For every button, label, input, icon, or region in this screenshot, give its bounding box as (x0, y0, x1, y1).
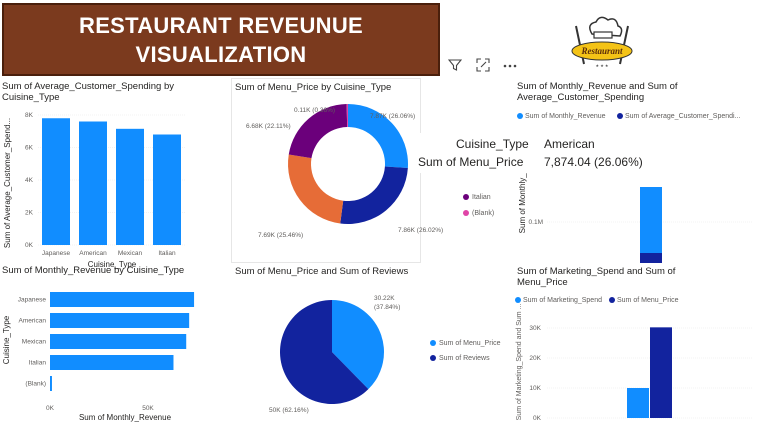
donut-slice-italian[interactable] (288, 104, 348, 159)
tooltip-field1-value: American (544, 137, 595, 151)
chart-monthly-avg-title: Sum of Monthly_Revenue and Sum of Averag… (517, 81, 678, 103)
chart-monthly-avg: Sum of Monthly_Revenue Sum of Average_Cus… (517, 113, 753, 263)
donut-slice-blank[interactable] (346, 104, 348, 128)
x-tick-label: 0K (46, 405, 55, 412)
pie-data-label: 50K (62.16%) (269, 407, 309, 414)
tooltip-field1-label: Cuisine_Type (456, 137, 529, 151)
filter-icon[interactable] (448, 58, 462, 72)
bar-mexican[interactable] (116, 128, 144, 245)
y-tick-label: 20K (529, 355, 541, 362)
donut-slice-american[interactable] (348, 104, 408, 168)
chart-monthly-revenue: Japanese American Mexican Italian (Blank) 0K 5… (2, 292, 195, 422)
chart-menu-price-donut: 7.87K (26.06%) 7.86K (26.02%) 7.69K (25.46… (246, 104, 494, 239)
y-tick-label: 6K (25, 145, 34, 152)
y-axis-title: Sum of Monthly_Reve (518, 154, 527, 233)
legend-marker (430, 355, 436, 361)
legend-marker (515, 297, 521, 303)
y-tick-label: 4K (25, 177, 34, 184)
legend-marker (517, 113, 523, 119)
legend-label: Sum of Menu_Price (439, 340, 501, 347)
chart-marketing-menu-title: Sum of Marketing_Spend and Sum of Menu_P… (517, 266, 676, 288)
pie-data-label: 30.22K (374, 295, 395, 302)
bar-italian[interactable] (50, 355, 174, 370)
chart-marketing-menu: Sum of Marketing_Spend Sum of Menu_Price 0… (515, 297, 753, 422)
donut-data-label: 7.87K (26.06%) (370, 113, 415, 120)
dashboard-title-line2: VISUALIZATION (135, 42, 307, 67)
x-axis-title: Cuisine_Type (88, 260, 137, 269)
focus-mode-icon[interactable] (476, 58, 490, 72)
legend-label: Sum of Average_Customer_Spendi... (625, 113, 740, 120)
y-tick-label: American (19, 318, 47, 325)
legend-label: Sum of Marketing_Spend (523, 297, 602, 304)
bar-monthly-revenue[interactable] (640, 187, 662, 253)
bar-american[interactable] (79, 121, 107, 246)
y-tick-label: 2K (25, 210, 34, 217)
chart-avg-spending-title: Sum of Average_Customer_Spending by Cuis… (2, 81, 174, 103)
donut-data-label: 0.11K (0.36%) (294, 107, 335, 114)
y-tick-label: 10K (529, 385, 541, 392)
y-tick-label: 8K (25, 112, 34, 119)
y-tick-label: Japanese (18, 297, 47, 304)
bar-mexican[interactable] (50, 334, 187, 349)
hover-tooltip: Cuisine_Type American Sum of Menu_Price … (414, 133, 664, 173)
bar-sum-of-menu-price[interactable] (650, 327, 672, 418)
legend-label: Sum of Menu_Price (617, 297, 679, 304)
donut-slice-mexican[interactable] (340, 166, 408, 224)
bar-american[interactable] (50, 313, 190, 328)
legend-label: Sum of Reviews (439, 355, 490, 362)
y-axis-title: Sum of Marketing_Spend and Sum ... (516, 304, 523, 421)
legend-label: (Blank) (472, 210, 494, 217)
chart-monthly-revenue-title: Sum of Monthly_Revenue by Cuisine_Type (2, 265, 185, 276)
x-tick-label: 50K (142, 405, 154, 412)
pie-slice-reviews[interactable] (280, 300, 369, 404)
donut-slice-japanese[interactable] (288, 154, 344, 224)
tooltip-field2-label: Sum of Menu_Price (418, 155, 524, 169)
y-tick-label: (Blank) (25, 381, 46, 388)
pie-slice-menu-price[interactable] (332, 300, 384, 390)
y-axis-title: Cuisine_Type (2, 315, 11, 364)
dashboard-title-line1: RESTAURANT REVEUNUE (79, 13, 363, 38)
dashboard-title-banner: RESTAURANT REVEUNUE VISUALIZATION (2, 3, 440, 76)
chart-price-reviews-title: Sum of Menu_Price and Sum of Reviews (235, 266, 409, 277)
chart-avg-spending: 0K 2K 4K 6K 8K Japanese American Mexican Italian… (3, 112, 185, 269)
bar-blank[interactable] (50, 376, 52, 391)
more-options-icon[interactable] (502, 58, 518, 72)
y-tick-label: 0K (533, 415, 542, 422)
y-tick-label: 0.1M (529, 219, 543, 226)
y-tick-label: 0K (25, 242, 34, 249)
bar-average-spending[interactable] (640, 253, 662, 263)
visual-header-icons (444, 58, 524, 76)
y-tick-label: Italian (29, 360, 47, 367)
legend-marker (609, 297, 615, 303)
legend-marker (463, 194, 469, 200)
restaurant-logo: Restaurant ★ ★ ★ (571, 16, 633, 68)
chart-menu-price-title: Sum of Menu_Price by Cuisine_Type (235, 82, 392, 93)
tooltip-field2-value: 7,874.04 (26.06%) (544, 155, 643, 169)
donut-data-label: 7.69K (25.46%) (258, 232, 303, 239)
legend-label: Sum of Monthly_Revenue (525, 113, 606, 120)
chart-price-reviews-pie: 30.22K (37.84%) 50K (62.16%) Sum of Menu_Pr… (269, 295, 501, 414)
bar-sum-of-marketing-spend[interactable] (627, 388, 649, 418)
bar-japanese[interactable] (50, 292, 195, 307)
y-tick-label: Mexican (22, 339, 47, 346)
bar-italian[interactable] (153, 134, 181, 246)
legend-marker (463, 210, 469, 216)
legend-marker (617, 113, 623, 119)
x-tick-label: Italian (158, 250, 176, 257)
donut-data-label: 7.86K (26.02%) (398, 227, 443, 234)
legend-marker (430, 340, 436, 346)
x-tick-label: Japanese (42, 250, 71, 257)
y-axis-title: Sum of Average_Customer_Spend... (3, 118, 12, 248)
legend-label: Italian (472, 194, 491, 201)
x-tick-label: Mexican (118, 250, 143, 257)
x-tick-label: American (79, 250, 107, 257)
pie-data-label: (37.84%) (374, 304, 400, 311)
donut-data-label: 6.68K (22.11%) (246, 123, 291, 130)
svg-text:★ ★ ★: ★ ★ ★ (596, 63, 609, 68)
logo-text: Restaurant (580, 46, 623, 56)
y-tick-label: 30K (529, 325, 541, 332)
bar-japanese[interactable] (42, 118, 70, 245)
x-axis-title: Sum of Monthly_Revenue (79, 413, 172, 422)
